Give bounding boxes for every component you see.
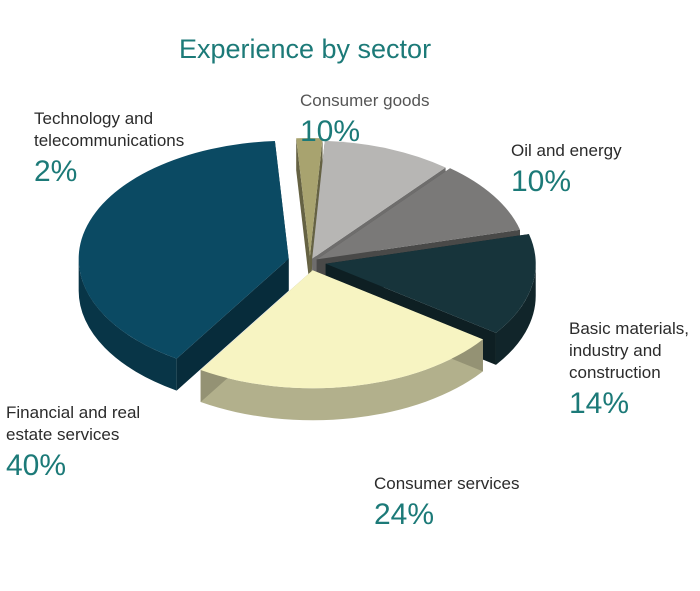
slice-top — [296, 138, 323, 257]
slice-name: Technology and telecommunications — [34, 109, 185, 150]
slice-name: Oil and energy — [511, 141, 622, 160]
slice-percent: 10% — [300, 115, 361, 148]
slice-top — [316, 168, 520, 260]
slice-top — [312, 140, 446, 259]
label-oil-and-energy: Oil and energy 10% — [511, 140, 622, 200]
slice-name: Consumer services — [374, 474, 520, 493]
slice-top — [78, 141, 289, 359]
slice-rim — [200, 339, 483, 421]
slice-percent: 2% — [34, 155, 78, 188]
slice-wall — [296, 138, 310, 289]
label-consumer-goods: Consumer goods 10% — [300, 90, 429, 150]
label-consumer-services: Consumer services 24% — [374, 473, 520, 533]
slice-wall — [176, 258, 289, 391]
slice-percent: 10% — [511, 165, 572, 198]
slice-percent: 24% — [374, 498, 435, 531]
slice-rim — [78, 258, 177, 391]
pie-slice — [78, 141, 289, 391]
slice-top — [325, 234, 536, 333]
slice-top — [200, 270, 483, 389]
slice-percent: 40% — [6, 449, 67, 482]
label-basic-materials: Basic materials, industry and constructi… — [569, 318, 695, 422]
slice-rim — [495, 263, 536, 365]
label-financial-real-estate: Financial and real estate services 40% — [6, 402, 176, 484]
slice-name: Consumer goods — [300, 91, 430, 110]
chart-title: Experience by sector — [178, 34, 432, 64]
label-technology-telecom: Technology and telecommunications 2% — [34, 108, 214, 190]
slice-percent: 14% — [569, 387, 630, 420]
slice-name: Basic materials, industry and constructi… — [569, 319, 689, 382]
pie-slice — [200, 270, 483, 421]
slice-name: Financial and real estate services — [6, 403, 141, 444]
